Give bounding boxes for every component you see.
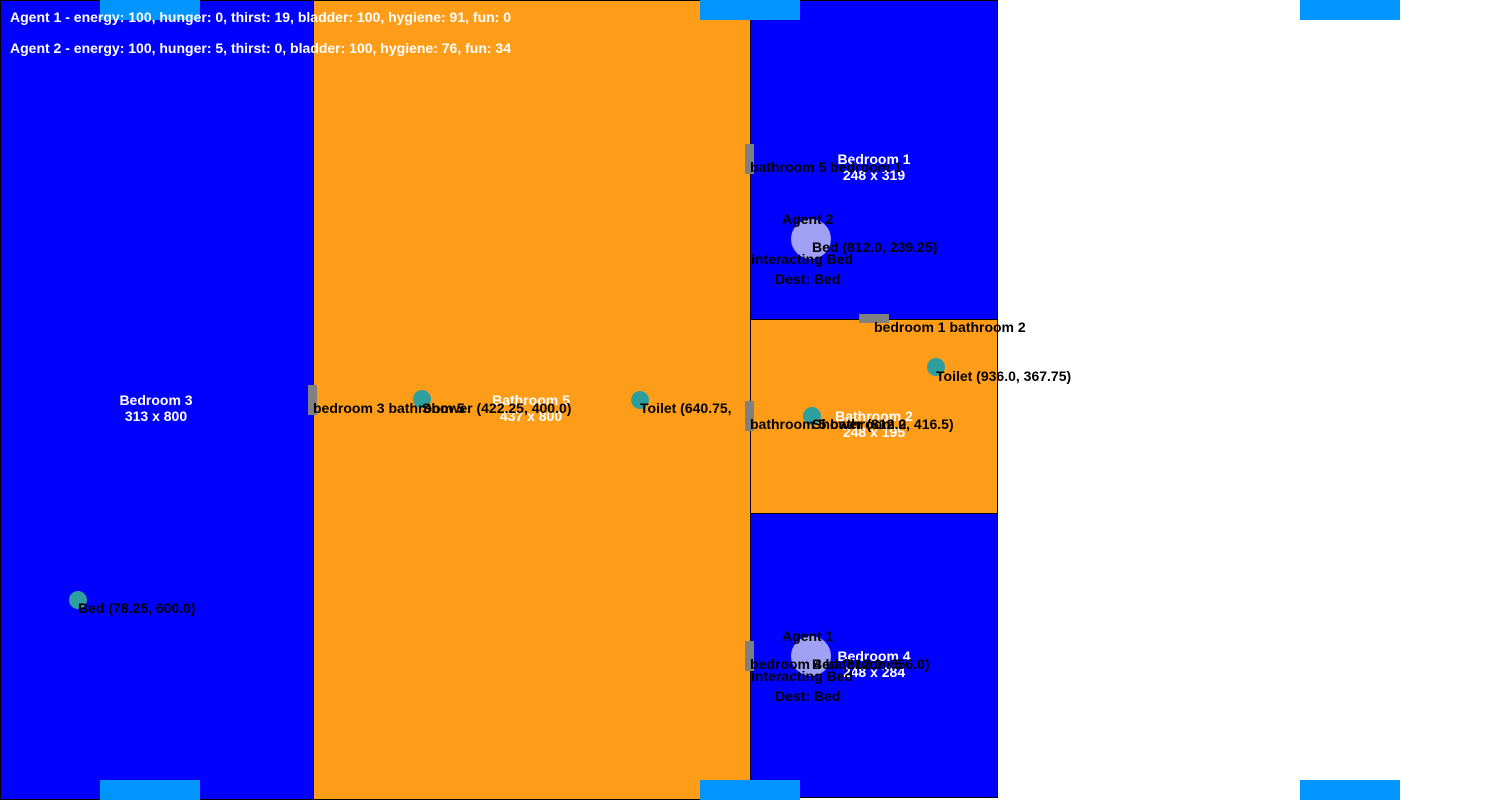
object-label: Bed (78.25, 600.0) xyxy=(78,600,196,616)
agent-name: Agent 1 xyxy=(782,628,834,644)
object-label: Toilet (640.75, xyxy=(640,400,732,416)
edge-tile xyxy=(700,0,800,20)
door-label: bedroom 3 bathroom 5 xyxy=(313,400,465,416)
toilet-object[interactable] xyxy=(631,391,649,409)
door-label: bathroom 5 bedroom 1 xyxy=(750,159,902,175)
room-label-bedroom-3: Bedroom 3 313 x 800 xyxy=(119,392,192,424)
room-name: Bedroom 4 xyxy=(837,648,911,664)
room-label-bedroom-4: Bedroom 4 248 x 284 xyxy=(837,648,910,680)
room-name: Bedroom 1 xyxy=(837,151,911,167)
room-label-bathroom-5: Bathroom 5 437 x 800 xyxy=(492,392,570,424)
edge-tile xyxy=(700,780,800,800)
room-size: 248 x 195 xyxy=(842,424,906,440)
room-size: 313 x 800 xyxy=(124,408,188,424)
agent-1-stats: Agent 1 - energy: 100, hunger: 0, thirst… xyxy=(10,9,512,25)
agent-destination: Dest: Bed xyxy=(775,688,841,704)
door-label: bedroom 4 bathroom 5 xyxy=(750,656,902,672)
door-bathroom5-bathroom2[interactable] xyxy=(745,401,754,431)
agent-name: Agent 2 xyxy=(782,211,834,227)
agent-status: interacting Bed xyxy=(751,251,853,267)
room-bathroom-5 xyxy=(313,0,751,800)
bed-object[interactable] xyxy=(69,591,87,609)
agent-1[interactable] xyxy=(791,636,831,676)
agent-destination: Dest: Bed xyxy=(775,271,841,287)
room-size: 248 x 284 xyxy=(842,664,906,680)
edge-tile xyxy=(1300,780,1400,800)
toilet-object[interactable] xyxy=(927,358,945,376)
room-bathroom-2 xyxy=(750,319,998,514)
object-label: Shower (422.25, 400.0) xyxy=(422,400,572,416)
object-label: Toilet (936.0, 367.75) xyxy=(936,368,1072,384)
room-name: Bathroom 5 xyxy=(492,392,570,408)
agent-status: interacting Bed xyxy=(751,668,853,684)
edge-tile xyxy=(100,0,200,20)
door-bathroom5-bedroom1[interactable] xyxy=(745,144,754,174)
room-label-bathroom-2: Bathroom 2 248 x 195 xyxy=(835,408,913,440)
door-label: bathroom 5 bathroom 2 xyxy=(750,416,907,432)
object-label: Bed (812.0, 239.25) xyxy=(812,239,938,255)
edge-tile xyxy=(100,780,200,800)
shower-object[interactable] xyxy=(413,390,431,408)
room-label-bedroom-1: Bedroom 1 248 x 319 xyxy=(837,151,910,183)
room-size: 248 x 319 xyxy=(842,167,906,183)
shower-object[interactable] xyxy=(803,407,821,425)
door-bedroom4-bathroom5[interactable] xyxy=(745,641,754,671)
agent-2-stats: Agent 2 - energy: 100, hunger: 5, thirst… xyxy=(10,40,512,56)
object-label: Bed (812.0, 656.0) xyxy=(812,656,930,672)
object-label: Shower (812.0, 416.5) xyxy=(812,416,954,432)
edge-tile xyxy=(1300,0,1400,20)
door-label: bedroom 1 bathroom 2 xyxy=(874,319,1026,335)
door-bedroom3-bathroom5[interactable] xyxy=(308,385,317,415)
room-name: Bathroom 2 xyxy=(835,408,913,424)
room-name: Bedroom 3 xyxy=(119,392,193,408)
agent-2[interactable] xyxy=(791,219,831,259)
room-size: 437 x 800 xyxy=(499,408,563,424)
room-bedroom-3 xyxy=(0,0,314,800)
door-bedroom1-bathroom2[interactable] xyxy=(859,314,889,323)
